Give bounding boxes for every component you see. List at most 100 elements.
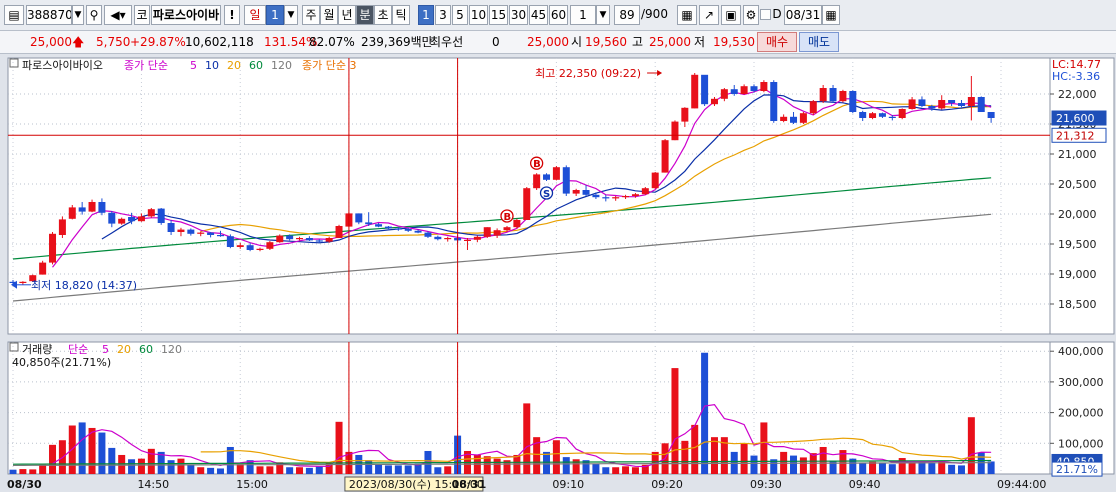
price-change: 5,750 [96,35,131,49]
interval-1-button[interactable]: 1 [418,5,434,25]
time-crosshair-box [344,476,484,492]
date-checkbox-label: D [772,7,782,21]
candle-body [869,113,877,118]
sell-button[interactable]: 매도 [799,32,839,52]
volume-bar [286,467,294,474]
volume-bar [187,464,195,474]
interval-10-button[interactable]: 10 [469,5,488,25]
tab-0[interactable]: 주 [302,5,320,25]
quote-bar: 25,000 🡅 5,750 +29.87% 10,602,118 131.54… [0,31,1116,54]
period-count[interactable]: 1 [266,5,284,25]
volume-bar [404,465,412,474]
candle-body [562,167,570,194]
time-axis-label: 14:50 [137,478,169,491]
signal-marker [500,209,514,223]
volume-bar [671,368,679,474]
period-dropdown-icon[interactable]: ▼ [284,5,298,25]
candle-body [898,109,906,118]
chart-menu-icon[interactable]: ▤ [4,5,24,25]
candle-body [394,228,402,230]
volume-value: 10,602,118 [185,35,254,49]
stock-code-input[interactable]: 388870 [26,5,72,25]
interval-45-button[interactable]: 45 [529,5,548,25]
candle-body [58,219,66,235]
candle-body [790,116,798,123]
date-checkbox[interactable] [760,9,771,20]
candle-body [296,238,304,240]
interval-3-button[interactable]: 3 [435,5,451,25]
interval-15-button[interactable]: 15 [489,5,508,25]
volume-bar [108,447,116,474]
candle-body [256,248,264,250]
volume-legend-period: 20 [117,343,131,356]
settings-icon[interactable]: ⚙ [743,5,759,25]
volume-bar [315,466,323,474]
stock-nav-icon[interactable]: ◀▾ [104,5,132,25]
low-annotation: 최저 18,820 (14:37) [31,279,137,292]
custom-interval-dropdown-icon[interactable]: ▼ [596,5,610,25]
custom-interval[interactable]: 1 [570,5,596,25]
tab-4[interactable]: 초 [374,5,392,25]
price-change-pct: +29.87% [130,35,186,49]
tab-1[interactable]: 월 [320,5,338,25]
page-count-input[interactable]: 89 [614,5,640,25]
candle-body [671,121,679,141]
signal-label: S [543,189,550,200]
candle-body [266,242,274,249]
candle-body [177,229,185,232]
candle-body [463,239,471,241]
line-tool-icon[interactable]: ↗ [699,5,719,25]
volume-bar [39,464,47,474]
price-box [1051,110,1107,126]
stock-chart[interactable]: 18,50019,00019,50020,00020,50021,00021,5… [0,54,1116,492]
save-icon[interactable]: ▣ [721,5,741,25]
candle-body [226,236,234,247]
candle-body [829,88,837,102]
volume-bar [9,469,17,474]
period-day-label[interactable]: 일 [244,5,266,25]
tab-3[interactable]: 분 [356,5,374,25]
volume-bar [562,457,570,474]
volume-bar [829,460,837,474]
interval-5-button[interactable]: 5 [452,5,468,25]
calendar-icon[interactable]: ▦ [822,5,840,25]
interval-30-button[interactable]: 30 [509,5,528,25]
candle-body [878,113,886,117]
candle-body [819,88,827,102]
tab-5[interactable]: 틱 [392,5,410,25]
search-icon[interactable]: ⚲ [86,5,102,25]
volume-bar [859,462,867,474]
date-input[interactable]: 08/31 [784,5,822,25]
candle-body [631,194,639,196]
stock-name[interactable]: 파로스아이바 [151,5,221,25]
time-axis-label: 08/31 [452,478,487,491]
candle-body [167,223,175,232]
code-dropdown-icon[interactable]: ▼ [72,5,84,25]
low-price: 19,530 [713,35,755,49]
candle-body [701,74,709,105]
time-axis-label: 09:10 [552,478,584,491]
candle-body [305,238,313,241]
warning-icon[interactable]: ! [224,5,240,25]
volume-bar [137,458,145,474]
volume-bar [414,463,422,474]
candle-body [325,238,333,242]
signal-marker [529,156,544,170]
candle-body [404,229,412,231]
tab-2[interactable]: 년 [338,5,356,25]
candle-body [582,190,590,195]
candle-body [552,167,560,180]
volume-legend-period: 5 [102,343,109,356]
volume-tick-label: 400,000 [1058,345,1104,358]
buy-button[interactable]: 매수 [757,32,797,52]
chart-tool-icon[interactable]: ▦ [677,5,697,25]
candle-body [493,230,501,236]
volume-tick-label: 200,000 [1058,407,1104,420]
volume-bar [582,460,590,474]
interval-60-button[interactable]: 60 [549,5,568,25]
volume-bar [908,462,916,474]
candle-body [710,98,718,105]
price-box-label: 21,312 [1056,129,1095,142]
signal-label: B [504,212,512,223]
volume-bar [226,446,234,474]
